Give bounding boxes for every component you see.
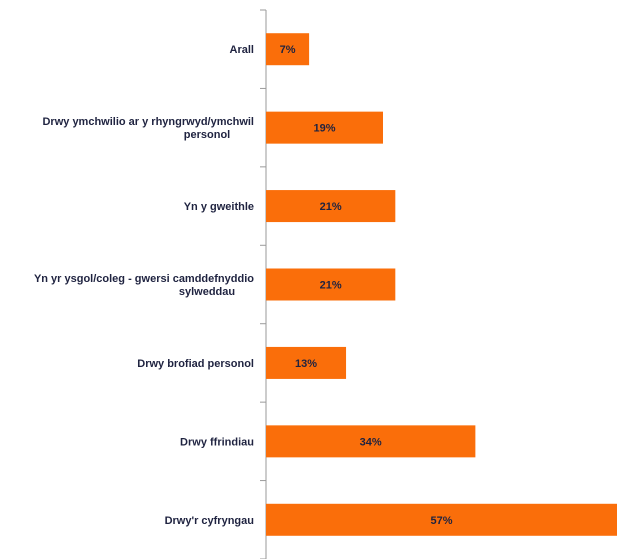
- category-label-line: sylweddau: [179, 286, 235, 298]
- bar: [266, 503, 617, 536]
- category-label: Drwy ffrindiau: [180, 436, 254, 448]
- bar-value-label: 19%: [313, 123, 335, 135]
- value-labels: 7% 19% 21% 21% 13% 34% 57%: [280, 44, 453, 527]
- bars: [266, 33, 617, 536]
- category-label-line: Drwy ffrindiau: [180, 436, 254, 448]
- bar-value-label: 34%: [360, 436, 382, 448]
- bar-value-label: 13%: [295, 358, 317, 370]
- category-labels: Arall Drwy ymchwilio ar y rhyngrwyd/ymchw…: [34, 44, 254, 527]
- category-label: Yn yr ysgol/coleg - gwersi camddefnyddio…: [34, 273, 254, 298]
- bar-value-label: 21%: [320, 201, 342, 213]
- bar: [266, 268, 396, 301]
- bar: [266, 111, 383, 144]
- category-label-line: Arall: [230, 44, 254, 56]
- bar: [266, 346, 347, 379]
- bar: [266, 190, 396, 223]
- bar: [266, 33, 310, 66]
- bar-value-label: 7%: [280, 44, 296, 56]
- category-axis: [260, 9, 267, 559]
- category-label-line: Drwy ymchwilio ar y rhyngrwyd/ymchwil: [42, 116, 254, 128]
- category-label-line: Yn y gweithle: [184, 201, 254, 213]
- bar-value-label: 57%: [430, 515, 452, 527]
- category-label: Drwy'r cyfryngau: [165, 515, 254, 527]
- category-label: Arall: [230, 44, 254, 56]
- category-label-line: Drwy'r cyfryngau: [165, 515, 254, 527]
- category-label: Drwy ymchwilio ar y rhyngrwyd/ymchwil per…: [42, 116, 254, 141]
- category-label-line: personol: [184, 129, 230, 141]
- category-label: Drwy brofiad personol: [137, 358, 254, 370]
- bar-value-label: 21%: [320, 280, 342, 292]
- category-label-line: Drwy brofiad personol: [137, 358, 254, 370]
- category-label: Yn y gweithle: [184, 201, 254, 213]
- bar: [266, 425, 476, 458]
- category-label-line: Yn yr ysgol/coleg - gwersi camddefnyddio: [34, 273, 254, 285]
